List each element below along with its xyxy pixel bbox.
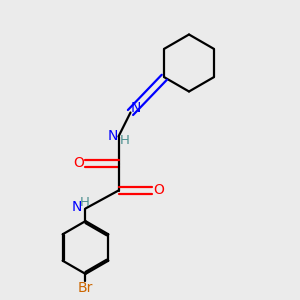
Text: N: N [108,130,118,143]
Text: O: O [154,184,164,197]
Text: N: N [131,101,141,115]
Text: Br: Br [78,281,93,295]
Text: H: H [120,134,130,147]
Text: N: N [72,200,82,214]
Text: H: H [80,196,89,209]
Text: O: O [74,156,84,170]
